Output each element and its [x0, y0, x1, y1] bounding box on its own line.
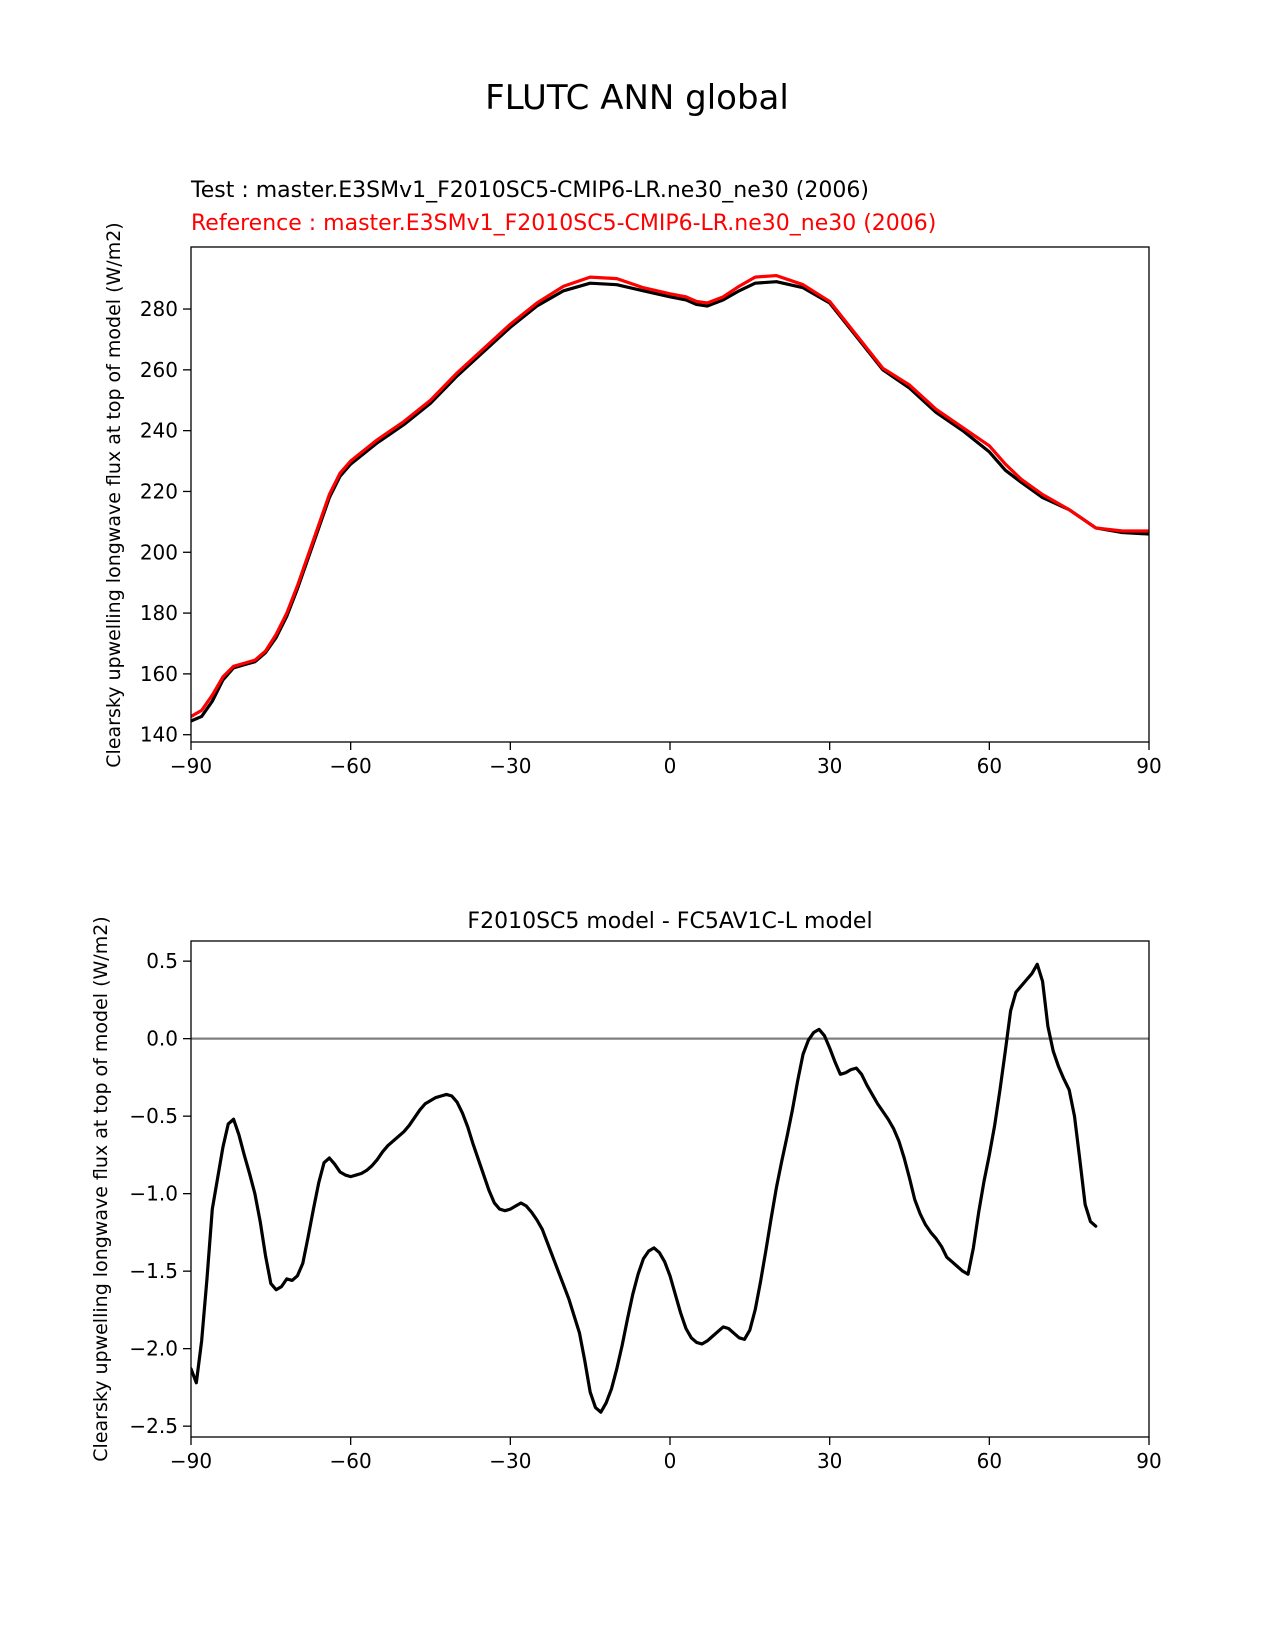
bottom-x-tick-label: 0 [664, 1449, 677, 1473]
bottom-y-axis: −2.5 −2.0 −1.5 −1.0 −0.5 0.0 0.5 [129, 949, 191, 1438]
bottom-axes-frame [190, 940, 1150, 1438]
top-x-tick-label: 90 [1136, 754, 1161, 778]
top-y-tick-label: 160 [140, 662, 178, 686]
bottom-plot-area [191, 962, 1149, 1414]
bottom-x-tick-label: 30 [817, 1449, 842, 1473]
bottom-series-f2010sc5-model-fc5av1c-l-model [191, 962, 1098, 1414]
bottom-y-tick-label: 0.0 [146, 1027, 178, 1051]
top-plot-area [191, 273, 1149, 723]
bottom-y-tick-label: −1.0 [129, 1182, 178, 1206]
top-y-tick-label: 180 [140, 601, 178, 625]
top-x-tick-label: 30 [817, 754, 842, 778]
bottom-y-tick-label: −1.5 [129, 1259, 178, 1283]
top-x-tick-label: 0 [664, 754, 677, 778]
top-panel: Test : master.E3SMv1_F2010SC5-CMIP6-LR.n… [103, 178, 1162, 778]
reference-legend-label: Reference : master.E3SMv1_F2010SC5-CMIP6… [191, 211, 936, 236]
top-y-axis: 140 160 180 200 220 240 260 280 [140, 297, 191, 747]
bottom-x-axis: −90 −60 −30 0 30 60 90 [170, 1437, 1162, 1473]
bottom-y-tick-label: −2.5 [129, 1414, 178, 1438]
bottom-y-tick-label: 0.5 [146, 949, 178, 973]
bottom-y-tick-label: −2.0 [129, 1337, 178, 1361]
top-y-axis-label: Clearsky upwelling longwave flux at top … [103, 222, 125, 767]
figure-title: FLUTC ANN global [485, 78, 789, 118]
bottom-y-tick-label: −0.5 [129, 1104, 178, 1128]
bottom-x-tick-label: −90 [170, 1449, 212, 1473]
bottom-chart-title: F2010SC5 model - FC5AV1C-L model [467, 909, 872, 934]
top-x-axis: −90 −60 −30 0 30 60 90 [170, 742, 1162, 778]
top-x-tick-label: −60 [330, 754, 372, 778]
test-legend-label: Test : master.E3SMv1_F2010SC5-CMIP6-LR.n… [190, 178, 869, 203]
top-y-tick-label: 200 [140, 540, 178, 564]
top-y-tick-label: 280 [140, 297, 178, 321]
bottom-x-tick-label: −60 [330, 1449, 372, 1473]
top-x-tick-label: 60 [977, 754, 1002, 778]
bottom-y-axis-label: Clearsky upwelling longwave flux at top … [90, 916, 112, 1461]
top-y-tick-label: 260 [140, 358, 178, 382]
bottom-x-tick-label: 90 [1136, 1449, 1161, 1473]
bottom-x-tick-label: 60 [977, 1449, 1002, 1473]
top-y-tick-label: 140 [140, 723, 178, 747]
top-x-tick-label: −30 [489, 754, 531, 778]
top-y-tick-label: 240 [140, 419, 178, 443]
bottom-x-tick-label: −30 [489, 1449, 531, 1473]
top-x-tick-label: −90 [170, 754, 212, 778]
top-axes-frame [190, 246, 1150, 743]
top-series-reference [191, 273, 1149, 719]
top-series-test [191, 280, 1149, 723]
bottom-panel: F2010SC5 model - FC5AV1C-L model −2.5−2.… [90, 909, 1162, 1473]
top-y-tick-label: 220 [140, 479, 178, 503]
